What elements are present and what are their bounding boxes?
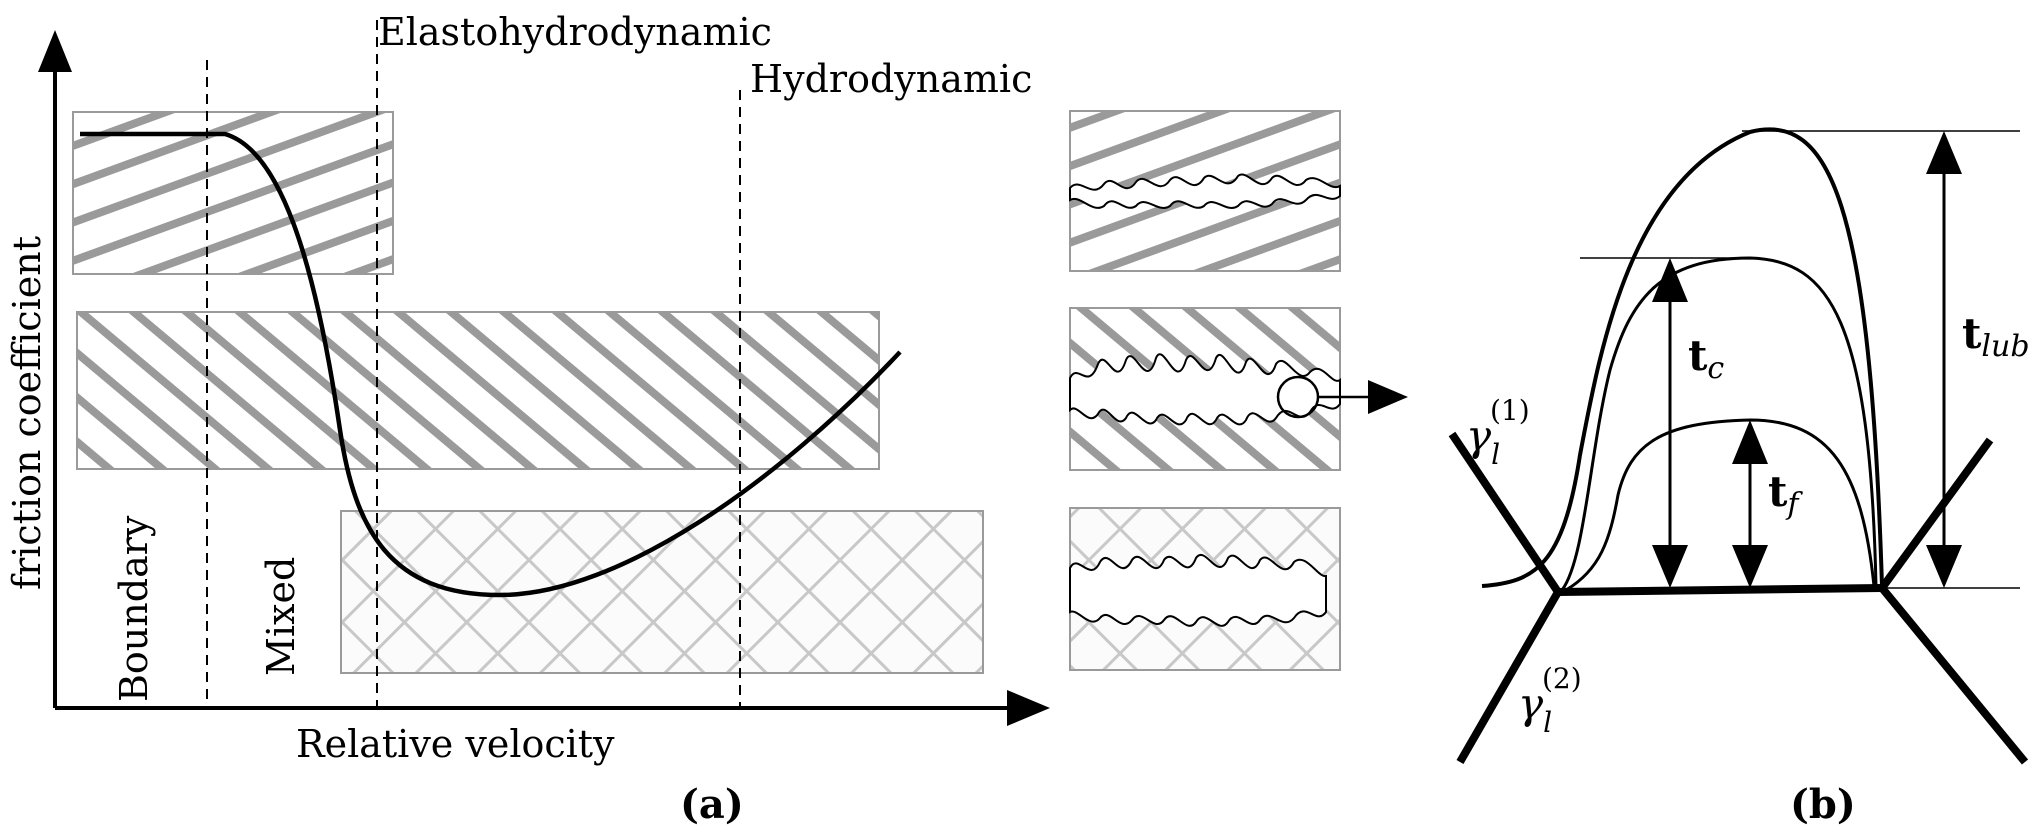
lubricant-profile-outer [1481, 127, 1884, 588]
caption-b: (b) [1790, 781, 1856, 828]
label-hydrodynamic: Hydrodynamic [750, 57, 1032, 101]
asperity-profile-thin [1069, 173, 1341, 209]
t-f-arrow-top [1732, 420, 1768, 464]
label-gamma-2: γl [1518, 679, 1552, 739]
label-gamma-2-sup: (2) [1542, 662, 1582, 695]
y-axis-arrowhead [38, 30, 72, 72]
label-gamma-1: γl [1466, 411, 1500, 471]
label-gamma-1-sup: (1) [1490, 394, 1530, 427]
hydro-film-box [340, 510, 984, 674]
label-elastohydrodynamic: Elastohydrodynamic [378, 10, 772, 54]
stribeck-curve [80, 131, 902, 598]
grain-boundary-right-lower [1878, 585, 2029, 765]
interface-base [1557, 584, 1883, 596]
t-c-arrow-bottom [1652, 545, 1688, 588]
t-f-arrow-bottom [1732, 545, 1768, 588]
t-c-arrow-top [1652, 258, 1688, 302]
t-lub-arrow-bottom [1926, 545, 1962, 588]
contact-profile-middle [1560, 256, 1878, 591]
t-lub-arrow-top [1926, 131, 1962, 174]
panel-a: Elastohydrodynamic Hydrodynamic Boundary… [5, 10, 1408, 828]
axis-x-label: Relative velocity [296, 722, 615, 766]
label-t-f: tf [1768, 467, 1803, 522]
film-profile-inner [1565, 418, 1876, 592]
axis-y-label: friction coefficient [5, 236, 49, 590]
asperity-profile-mixed [1069, 353, 1341, 426]
x-axis-arrowhead [1007, 690, 1050, 726]
zoom-arrowhead [1368, 380, 1408, 414]
label-boundary: Boundary [112, 515, 156, 702]
caption-a: (a) [680, 781, 744, 828]
elasto-film-box [76, 311, 880, 470]
panel-b: tlub tc tf γl (1) γl (2) (b) [1448, 127, 2030, 828]
label-t-c: tc [1688, 331, 1724, 386]
grain-boundary-left-lower [1456, 590, 1562, 764]
label-mixed: Mixed [259, 557, 303, 676]
asperity-profile-hydro [1069, 554, 1327, 627]
grain-boundary-right-upper [1878, 437, 1994, 591]
label-t-lub: tlub [1962, 309, 2030, 364]
